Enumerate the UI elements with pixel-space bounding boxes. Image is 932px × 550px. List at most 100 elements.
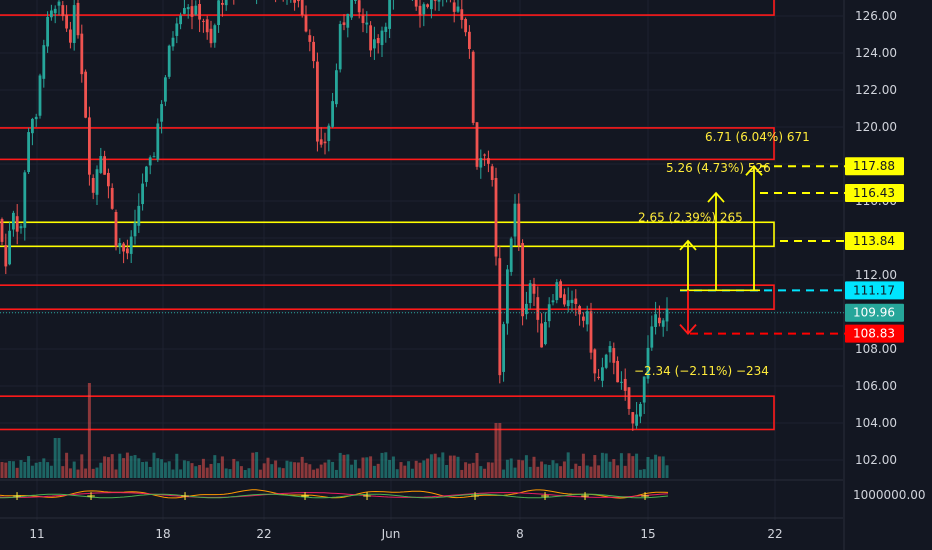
volume-bar <box>49 465 53 478</box>
candle-body <box>502 324 505 372</box>
osc-marker: + <box>12 489 22 503</box>
volume-bar <box>399 462 403 478</box>
volume-bar <box>536 466 540 478</box>
candle-body <box>593 349 597 374</box>
candle-body <box>80 33 84 75</box>
candle-body <box>635 414 638 426</box>
zone-box-red <box>0 284 775 311</box>
candle-body <box>540 323 543 348</box>
candle-body <box>31 118 34 134</box>
volume-bar <box>350 464 354 478</box>
volume-bar <box>194 466 198 478</box>
volume-bar <box>657 456 661 478</box>
candle-body <box>194 5 198 15</box>
zone-box-red <box>0 395 775 431</box>
candlesticks <box>0 0 669 431</box>
candle-body <box>517 203 521 246</box>
candle-body <box>376 38 380 44</box>
volume-bar <box>247 468 251 478</box>
osc-marker: + <box>362 489 372 503</box>
volume-bar <box>372 465 376 478</box>
candle-body <box>137 205 141 226</box>
volume-bar <box>426 458 430 478</box>
price-tick-label: 108.00 <box>855 342 897 356</box>
volume-bar <box>270 464 274 478</box>
candle-body <box>72 5 76 44</box>
volume-bar <box>23 461 27 478</box>
volume-bar <box>346 454 350 478</box>
candle-body <box>91 177 95 193</box>
volume-bar <box>353 459 357 478</box>
price-tag-text: 108.83 <box>853 327 895 341</box>
volume-bar <box>578 465 582 478</box>
candle-body <box>221 2 224 5</box>
zone-box-red <box>0 0 775 16</box>
volume-bar <box>635 453 639 478</box>
candle-body <box>8 230 11 265</box>
volume-bar <box>331 461 335 478</box>
volume-bar <box>293 462 297 478</box>
volume-bar <box>167 461 171 478</box>
volume-bar <box>623 465 627 478</box>
candle-body <box>357 0 361 13</box>
projection-label: 5.26 (4.73%) 526 <box>666 161 771 175</box>
candle-body <box>164 77 167 102</box>
volume-bar <box>365 457 369 478</box>
volume-bar <box>42 458 46 478</box>
candle-body <box>69 29 72 43</box>
volume-bar <box>445 464 449 478</box>
volume-bar <box>559 466 563 478</box>
candle-body <box>608 346 612 353</box>
price-tag-text: 117.88 <box>853 159 895 173</box>
price-tag-text: 109.96 <box>853 306 895 320</box>
volume-bar <box>175 453 179 478</box>
candle-body <box>475 122 479 167</box>
volume-bar <box>380 452 384 478</box>
candle-body <box>38 75 42 116</box>
volume-bar <box>407 461 411 478</box>
candle-body <box>308 35 312 42</box>
candle-body <box>464 19 467 33</box>
candle-body <box>452 2 456 12</box>
volume-bar <box>99 462 103 478</box>
volume-bar <box>513 467 517 478</box>
candle-body <box>95 169 99 195</box>
volume-bar <box>182 460 186 478</box>
volume-bar <box>574 463 578 478</box>
candle-body <box>578 306 581 315</box>
osc-line-2 <box>0 492 669 498</box>
candle-body <box>460 9 464 20</box>
candle-body <box>612 348 616 363</box>
volume-bar <box>84 468 88 478</box>
price-axis: 102.00104.00106.00108.00110.00112.00114.… <box>845 9 926 502</box>
projection-label: −2.34 (−2.11%) −234 <box>634 364 769 378</box>
volume-bar <box>467 463 471 478</box>
volume-bar <box>418 462 422 478</box>
volume-bar <box>388 459 392 478</box>
volume-bar <box>555 463 559 478</box>
candle-body <box>623 378 627 391</box>
volume-bar <box>133 455 137 478</box>
volume-bar <box>220 456 224 478</box>
candle-body <box>107 172 110 187</box>
volume-bar <box>612 459 616 478</box>
volume-bar <box>213 455 217 478</box>
candle-body <box>555 282 559 301</box>
volume-bar <box>114 469 118 478</box>
time-tick-label: 8 <box>516 527 524 541</box>
volume-bar <box>224 468 228 478</box>
candle-body <box>335 70 338 105</box>
projection-arrow-head <box>679 324 697 335</box>
candle-body <box>213 25 217 43</box>
candle-body <box>27 132 30 172</box>
time-tick-label: 15 <box>640 527 655 541</box>
time-tick-label: Jun <box>381 527 401 541</box>
candle-body <box>509 238 513 272</box>
candle-body <box>483 154 486 156</box>
volume-bar <box>277 467 281 478</box>
candle-body <box>160 104 163 122</box>
projection-arrow-head <box>707 191 725 203</box>
candle-body <box>319 139 323 145</box>
time-tick-label: 11 <box>29 527 44 541</box>
